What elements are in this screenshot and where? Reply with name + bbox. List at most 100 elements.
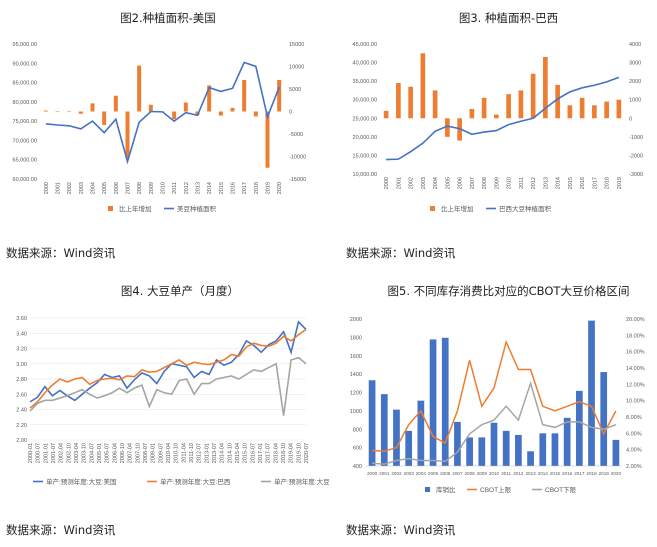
x-tick-label: 2005	[445, 177, 451, 189]
x-tick-label: 2018-04	[273, 443, 279, 463]
x-tick-label: 2017-07	[266, 443, 272, 463]
bar	[277, 80, 282, 112]
x-tick-label: 2008-07	[143, 443, 149, 463]
x-tick-label: 2010-04	[166, 443, 172, 463]
bar	[148, 104, 153, 112]
y-right-tick-label: -3000	[629, 172, 643, 178]
y-tick-label: 2.60	[16, 392, 27, 398]
bar	[380, 394, 388, 466]
legend-label: 美豆种植面积	[177, 204, 217, 213]
x-tick-label: 2004-07	[89, 443, 95, 463]
legend-label: CBOT上限	[480, 485, 512, 494]
x-tick-label: 2006	[440, 471, 451, 476]
bar	[393, 409, 400, 466]
x-tick-label: 2007	[452, 471, 463, 476]
bar	[172, 111, 177, 120]
x-tick-label: 2001	[396, 177, 402, 189]
series-line	[386, 76, 620, 161]
y-left-tick-label: 1200	[350, 391, 362, 397]
data-source-label: 数据来源：Wind资讯	[6, 246, 116, 260]
legend-label: 巴西大豆种植面积	[499, 204, 552, 213]
bar	[368, 380, 376, 466]
y-right-tick-label: 1000	[629, 98, 641, 104]
bar	[518, 90, 524, 119]
x-tick-label: 2002	[409, 177, 415, 189]
legend-swatch	[430, 206, 435, 211]
bar	[515, 434, 522, 466]
x-tick-label: 2018-10	[281, 443, 287, 463]
x-tick-label: 2003-04	[74, 443, 80, 463]
x-tick-label: 2017	[574, 471, 585, 476]
x-tick-label: 2017	[592, 177, 598, 189]
x-tick-label: 2008	[482, 177, 488, 189]
x-tick-label: 2012	[184, 182, 190, 194]
x-tick-label: 2014	[207, 182, 213, 194]
y-left-tick-label: 25,000.00	[353, 116, 377, 122]
y-left-tick-label: 1600	[350, 354, 362, 360]
y-left-tick-label: 1400	[350, 372, 362, 378]
x-tick-label: 2005-01	[97, 443, 103, 463]
legend-label: 单产:预测年度:大豆:美国	[46, 477, 116, 486]
x-tick-label: 2012-07	[197, 443, 203, 463]
bar	[604, 101, 609, 119]
y-left-tick-label: 30,000.00	[353, 98, 377, 104]
y-left-tick-label: 1000	[350, 409, 362, 415]
x-tick-label: 2010	[507, 177, 513, 189]
y-right-tick-label: 16.00%	[626, 350, 645, 356]
y-right-tick-label: 0	[289, 110, 292, 116]
y-left-tick-label: 95,000.00	[13, 42, 37, 48]
x-tick-label: 2000	[44, 182, 50, 194]
bar	[90, 103, 95, 112]
series-line	[29, 320, 307, 403]
bar	[396, 83, 401, 119]
x-tick-label: 2011	[519, 177, 525, 189]
bar	[592, 105, 597, 119]
y-right-tick-label: 12.00%	[626, 382, 645, 388]
y-left-tick-label: 400	[353, 464, 362, 470]
x-tick-label: 2020-07	[304, 443, 310, 463]
x-tick-label: 2005	[428, 471, 439, 476]
y-tick-label: 3.00	[16, 362, 27, 368]
legend-label: CBOT下限	[545, 485, 577, 494]
chart-cbot-price-range: 图5. 不同库存消费比对应的CBOT大豆价格区间 400 600 800 1000 12…	[330, 275, 657, 547]
y-left-tick-label: 10,000.00	[353, 172, 377, 178]
x-tick-label: 2008	[465, 471, 476, 476]
x-tick-label: 2019-10	[296, 443, 302, 463]
x-tick-label: 2002	[67, 182, 73, 194]
y-right-tick-label: 8.00%	[626, 415, 642, 421]
y-right-tick-label: -2000	[629, 153, 643, 159]
x-tick-label: 2010	[161, 182, 167, 194]
bar	[383, 110, 389, 119]
bar	[612, 439, 620, 466]
y-right-tick-label: 0	[629, 116, 632, 122]
y-right-tick-label: 15000	[289, 42, 304, 48]
y-left-tick-label: 85,000.00	[13, 81, 37, 87]
x-tick-label: 2011-04	[181, 443, 187, 463]
x-tick-label: 2009	[477, 471, 488, 476]
x-tick-label: 2003	[421, 177, 427, 189]
y-left-tick-label: 80,000.00	[13, 100, 37, 106]
x-tick-label: 2000	[384, 177, 390, 189]
x-tick-label: 2018	[254, 182, 260, 194]
x-tick-label: 2019-04	[289, 443, 295, 463]
x-tick-label: 2009	[494, 177, 500, 189]
x-tick-label: 2005-07	[105, 443, 111, 463]
y-left-tick-label: 70,000.00	[13, 138, 37, 144]
y-left-tick-label: 65,000.00	[13, 158, 37, 164]
bar	[539, 433, 547, 466]
x-tick-label: 2015	[550, 471, 561, 476]
bar	[420, 53, 426, 119]
x-tick-label: 2004	[416, 471, 427, 476]
y-tick-label: 3.20	[16, 347, 27, 353]
bar	[490, 422, 498, 466]
bar	[481, 97, 487, 119]
bar	[588, 320, 595, 466]
x-tick-label: 2014-04	[220, 443, 226, 463]
bar	[579, 97, 585, 119]
y-left-tick-label: 600	[353, 446, 362, 452]
y-right-tick-label: 2000	[629, 79, 641, 85]
bar	[207, 85, 212, 112]
data-source-label: 数据来源：Wind资讯	[346, 523, 456, 537]
x-tick-label: 2013-01	[204, 443, 210, 463]
x-tick-label: 2007-04	[128, 443, 134, 463]
